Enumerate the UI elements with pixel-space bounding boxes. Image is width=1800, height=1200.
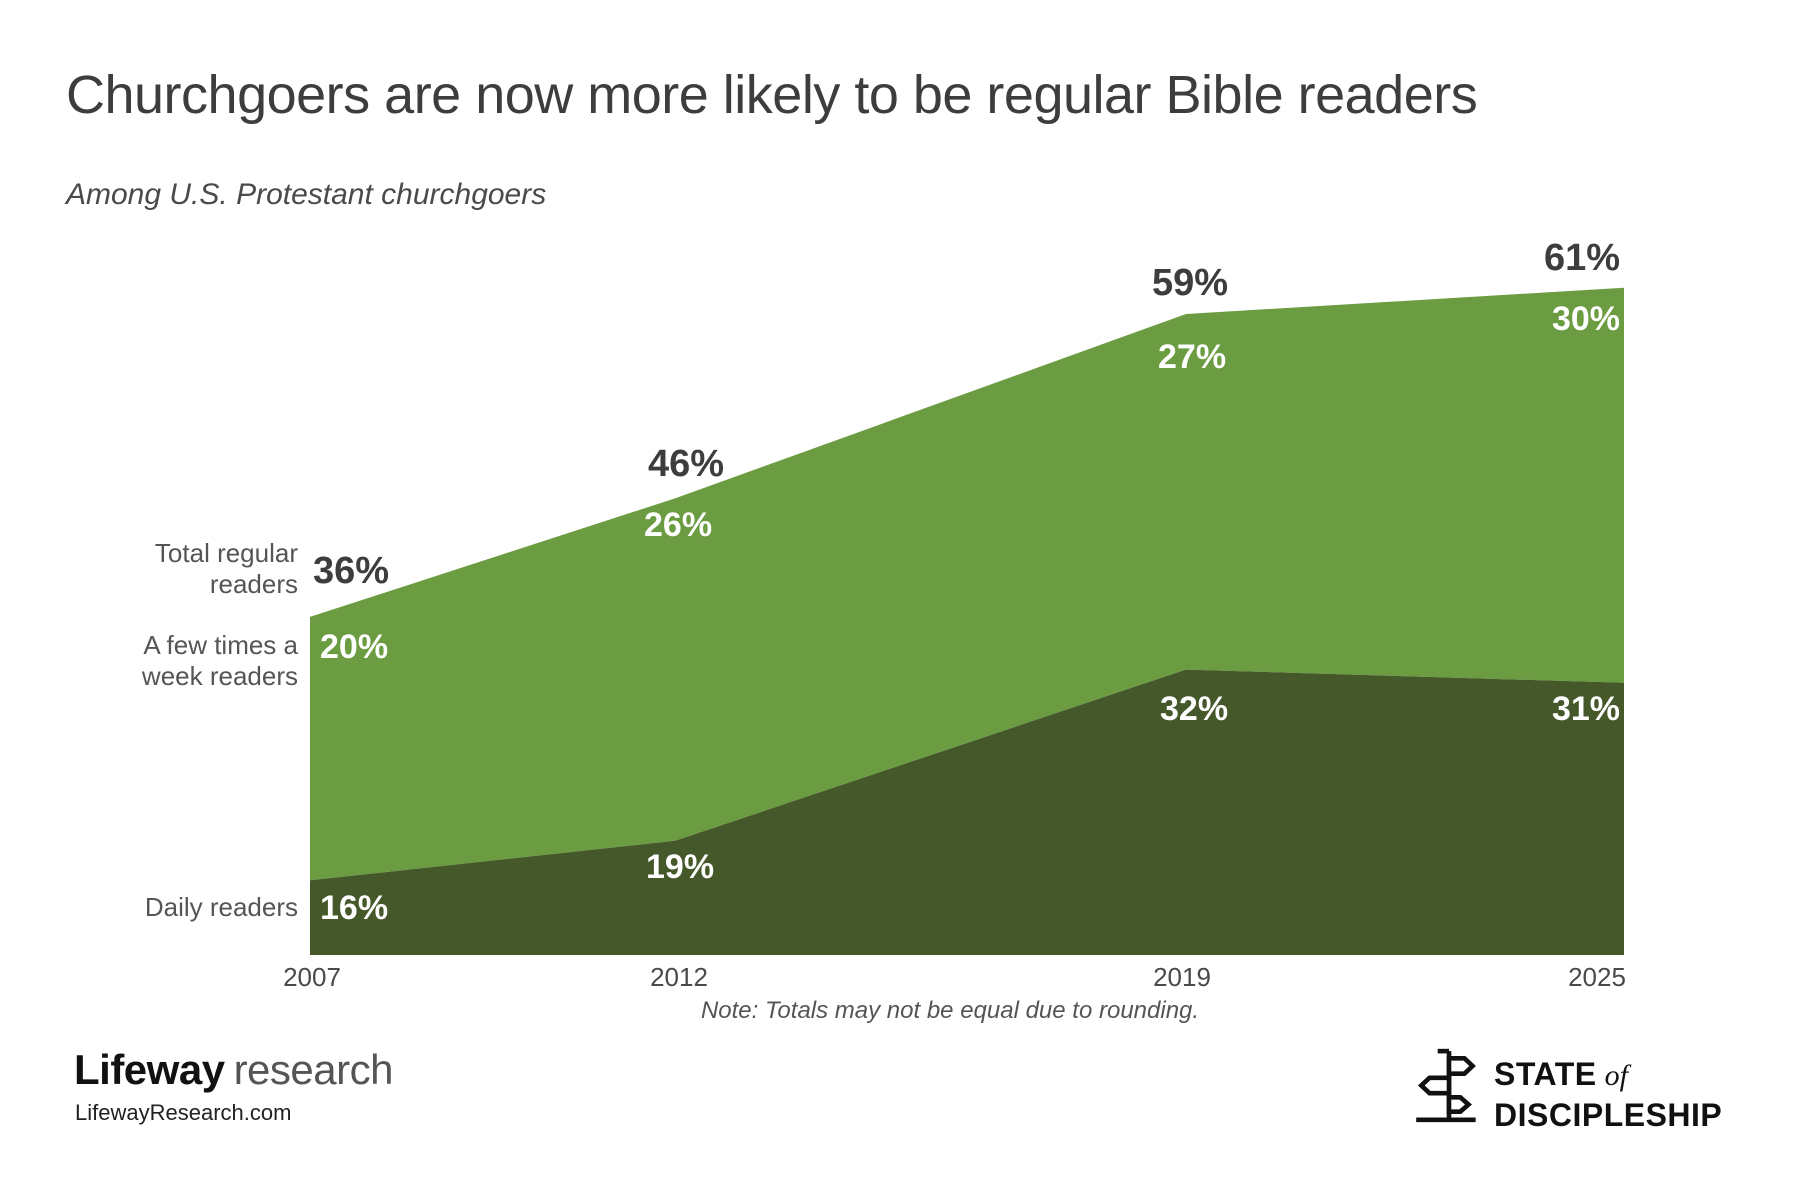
page-title: Churchgoers are now more likely to be re… [66, 65, 1478, 125]
few-times-week-area [310, 287, 1624, 881]
few-label-2025: 30% [1551, 300, 1620, 338]
chart-note: Note: Totals may not be equal due to rou… [700, 997, 1200, 1024]
few-label-2012: 26% [644, 506, 713, 544]
total-label-2012: 46% [648, 443, 725, 485]
x-tick-2019: 2019 [1153, 962, 1211, 992]
lifeway-logo-bold: Lifeway [74, 1046, 225, 1093]
total-label-2019: 59% [1152, 262, 1229, 304]
sod-discipleship-text: DISCIPLESHIP [1494, 1097, 1723, 1133]
x-tick-2007: 2007 [283, 962, 341, 992]
total-label-2025: 61% [1543, 237, 1620, 279]
lifeway-research-logo: Lifeway research [74, 1046, 393, 1094]
daily-label-2019: 32% [1160, 690, 1229, 728]
signpost-icon [1412, 1046, 1486, 1131]
few-label-2019: 27% [1158, 338, 1227, 376]
state-of-discipleship-logo: STATE of DISCIPLESHIP [1494, 1056, 1722, 1134]
x-tick-2025: 2025 [1568, 962, 1626, 992]
total-label-2007: 36% [313, 550, 390, 592]
daily-label-2025: 31% [1551, 690, 1620, 728]
sod-state-text: STATE [1494, 1056, 1597, 1092]
daily-readers-area [310, 669, 1624, 955]
sod-of-text: of [1604, 1059, 1628, 1092]
daily-label-2007: 16% [320, 889, 389, 927]
few-label-2007: 20% [320, 628, 389, 666]
lifeway-website-url: LifewayResearch.com [75, 1100, 292, 1125]
legend-daily-readers: Daily readers [144, 892, 298, 922]
page-subtitle: Among U.S. Protestant churchgoers [66, 178, 547, 211]
daily-label-2012: 19% [646, 848, 715, 886]
lifeway-logo-light: research [233, 1046, 394, 1093]
x-tick-2012: 2012 [650, 962, 708, 992]
legend-total-regular-readers: Total regular readers [154, 538, 298, 599]
legend-few-times-week-readers: A few times a week readers [141, 630, 298, 691]
